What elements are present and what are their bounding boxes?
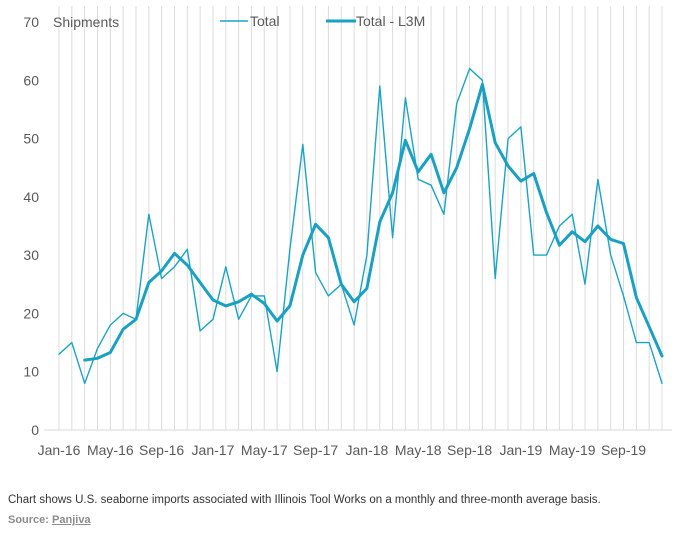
x-tick-label: Sep-19 — [601, 442, 646, 458]
legend: Total Total - L3M — [220, 13, 425, 29]
series-line-total-l3m — [83, 82, 664, 362]
series-line-total — [58, 67, 663, 385]
x-tick-label: Jan-16 — [38, 442, 81, 458]
x-tick-label: Jan-19 — [499, 442, 542, 458]
source-label: Source: — [8, 514, 49, 526]
gridlines — [58, 6, 663, 430]
x-tick-label: Sep-17 — [293, 442, 338, 458]
y-tick-label: 30 — [23, 247, 39, 263]
x-tick-label: Jan-17 — [192, 442, 235, 458]
y-tick-label: 60 — [23, 72, 39, 88]
x-tick-label: Jan-18 — [346, 442, 389, 458]
legend-label-total-l3m: Total - L3M — [356, 13, 425, 29]
x-tick-label: May-19 — [549, 442, 596, 458]
legend-label-total: Total — [250, 13, 280, 29]
chart-source: Source: Panjiva — [8, 514, 91, 526]
source-link[interactable]: Panjiva — [52, 514, 91, 526]
y-axis-label: Shipments — [53, 14, 119, 30]
y-tick-label: 50 — [23, 131, 39, 147]
axes: 0 10 20 30 40 50 60 70 Shipments Jan-16 May-16 Sep-… — [23, 14, 672, 458]
y-tick-label: 20 — [23, 305, 39, 321]
caption-text: Chart shows U.S. seaborne imports associ… — [8, 494, 601, 506]
x-tick-label: May-17 — [241, 442, 288, 458]
y-tick-label: 40 — [23, 189, 39, 205]
series — [58, 67, 664, 385]
x-tick-label: May-16 — [87, 442, 134, 458]
x-tick-label: Sep-18 — [447, 442, 492, 458]
y-tick-label: 70 — [23, 14, 39, 30]
x-tick-label: May-18 — [395, 442, 442, 458]
y-tick-label: 0 — [31, 422, 39, 438]
x-tick-label: Sep-16 — [139, 442, 184, 458]
chart-caption: Chart shows U.S. seaborne imports associ… — [8, 494, 678, 506]
y-tick-label: 10 — [23, 364, 39, 380]
line-chart: 0 10 20 30 40 50 60 70 Shipments Jan-16 May-16 Sep-… — [23, 6, 672, 458]
